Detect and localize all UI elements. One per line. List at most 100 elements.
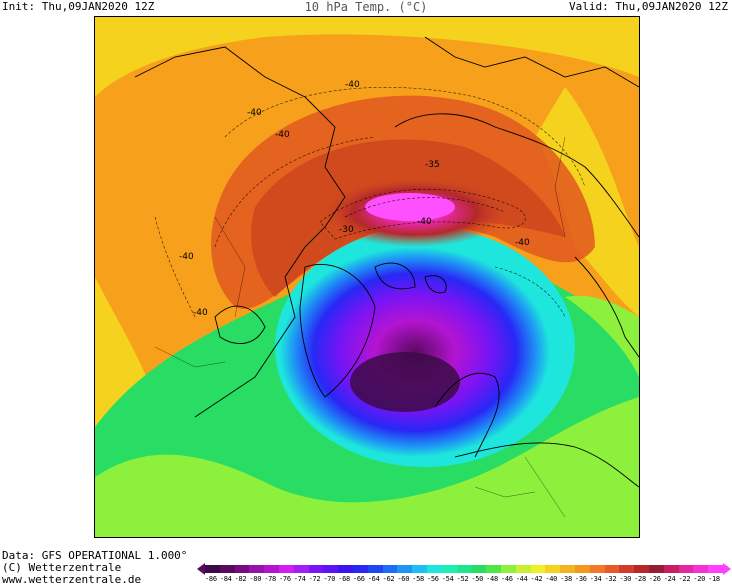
scale-tick-label: -74 (293, 575, 306, 583)
scale-swatch (456, 565, 472, 573)
coastline-hudson (214, 305, 266, 344)
scale-swatch (234, 565, 250, 573)
scale-swatch (205, 565, 220, 573)
scale-tick-label: -42 (530, 575, 543, 583)
yellow-zone-right (535, 87, 639, 317)
scale-swatch (278, 565, 294, 573)
scale-swatch (382, 565, 398, 573)
contour-label: -40 (345, 80, 360, 90)
color-scale-labels: -86 -84 -82 -80 -78 -76 -74 -72 -70 -68 -66 -64 -62-… (205, 575, 723, 585)
border-line (524, 456, 566, 518)
scale-swatch (293, 565, 309, 573)
scale-tick-label: -62 (382, 575, 395, 583)
coastline-east (574, 256, 639, 358)
scale-tick-label: -52 (456, 575, 469, 583)
scale-swatch (530, 565, 546, 573)
coastline-greenland (299, 263, 376, 398)
border-line (214, 216, 246, 318)
scale-swatch (367, 565, 383, 573)
border-line (154, 346, 226, 368)
scale-swatch (648, 565, 664, 573)
scale-tick-label: -82 (234, 575, 247, 583)
scale-tick-label: -40 (545, 575, 558, 583)
scale-swatch (545, 565, 561, 573)
scale-swatch (352, 565, 368, 573)
contour-label: -40 (179, 252, 194, 262)
website-link[interactable]: www.wetterzentrale.de (2, 573, 142, 586)
scale-swatch (219, 565, 235, 573)
scale-tick-label: -58 (412, 575, 424, 583)
coastline-siberia (394, 113, 639, 238)
temperature-map[interactable]: -40 -40 -35 -30 -40 -40 -40 -40 -40 (94, 16, 640, 538)
scale-swatch (500, 565, 516, 573)
scale-tick-label: -26 (648, 575, 661, 583)
scale-swatch (589, 565, 605, 573)
scale-swatch (397, 565, 413, 573)
scale-tick-label: -86 (205, 575, 217, 583)
scale-swatch (308, 565, 324, 573)
scale-swatch (412, 565, 427, 573)
scale-tick-label: -48 (486, 575, 498, 583)
contour-label: -40 (193, 308, 208, 318)
yellow-zone-top (95, 17, 639, 97)
contour-label: -40 (417, 217, 432, 227)
scale-arrow-left-icon (197, 563, 205, 575)
scale-tick-label: -78 (264, 575, 276, 583)
scale-swatch (426, 565, 442, 573)
isotherm-line (319, 188, 526, 240)
scale-tick-label: -28 (634, 575, 646, 583)
isotherm-line (154, 216, 196, 318)
scale-tick-label: -50 (471, 575, 484, 583)
scale-tick-label: -72 (308, 575, 321, 583)
coastlines (134, 36, 639, 488)
isotherm-line (224, 87, 586, 188)
scale-swatch (693, 565, 709, 573)
scale-swatch (486, 565, 501, 573)
warm-anomaly-core (365, 193, 455, 221)
valid-time-label: Valid: Thu,09JAN2020 12Z (569, 0, 728, 13)
coastline-arctic-islands (374, 262, 447, 294)
light-green-belt (95, 397, 639, 537)
scale-swatch (560, 565, 575, 573)
copyright-label: (C) Wetterzentrale (2, 561, 122, 574)
contour-label: -40 (247, 108, 262, 118)
scale-tick-label: -80 (249, 575, 262, 583)
vortex-core (350, 352, 460, 412)
scale-tick-label: -18 (708, 575, 720, 583)
scale-swatch (515, 565, 531, 573)
scale-tick-label: -60 (397, 575, 410, 583)
contour-label: -40 (515, 238, 530, 248)
green-right-patch (565, 295, 639, 377)
scale-tick-label: -66 (352, 575, 365, 583)
init-time-label: Init: Thu,09JAN2020 12Z (2, 0, 155, 13)
scale-swatch (471, 565, 487, 573)
scale-swatch (574, 565, 590, 573)
map-title: 10 hPa Temp. (°C) (304, 0, 428, 14)
scale-tick-label: -70 (323, 575, 336, 583)
scale-tick-label: -38 (560, 575, 572, 583)
scale-tick-label: -34 (589, 575, 602, 583)
scale-swatch (264, 565, 279, 573)
scale-swatch (663, 565, 679, 573)
scale-swatch (708, 565, 723, 573)
country-borders (154, 136, 566, 518)
scale-tick-label: -20 (693, 575, 706, 583)
scale-tick-label: -36 (574, 575, 587, 583)
contour-label: -40 (275, 130, 290, 140)
color-scale-legend: -86 -84 -82 -80 -78 -76 -74 -72 -70 -68 -66 -64 -62-… (197, 562, 731, 587)
coastline-north-america (134, 46, 346, 418)
scale-tick-label: -54 (441, 575, 454, 583)
scale-tick-label: -44 (515, 575, 528, 583)
scale-swatch (678, 565, 694, 573)
isotherm-line (344, 197, 506, 218)
scale-swatch (619, 565, 635, 573)
contour-label: -35 (425, 160, 440, 170)
isotherm-line (494, 266, 566, 318)
scale-tick-label: -64 (367, 575, 380, 583)
isotherm-line (214, 136, 376, 248)
scale-tick-label: -68 (338, 575, 350, 583)
border-line (474, 486, 536, 498)
scale-tick-label: -84 (219, 575, 232, 583)
scale-tick-label: -22 (678, 575, 691, 583)
coastline-scandinavia (434, 372, 500, 458)
